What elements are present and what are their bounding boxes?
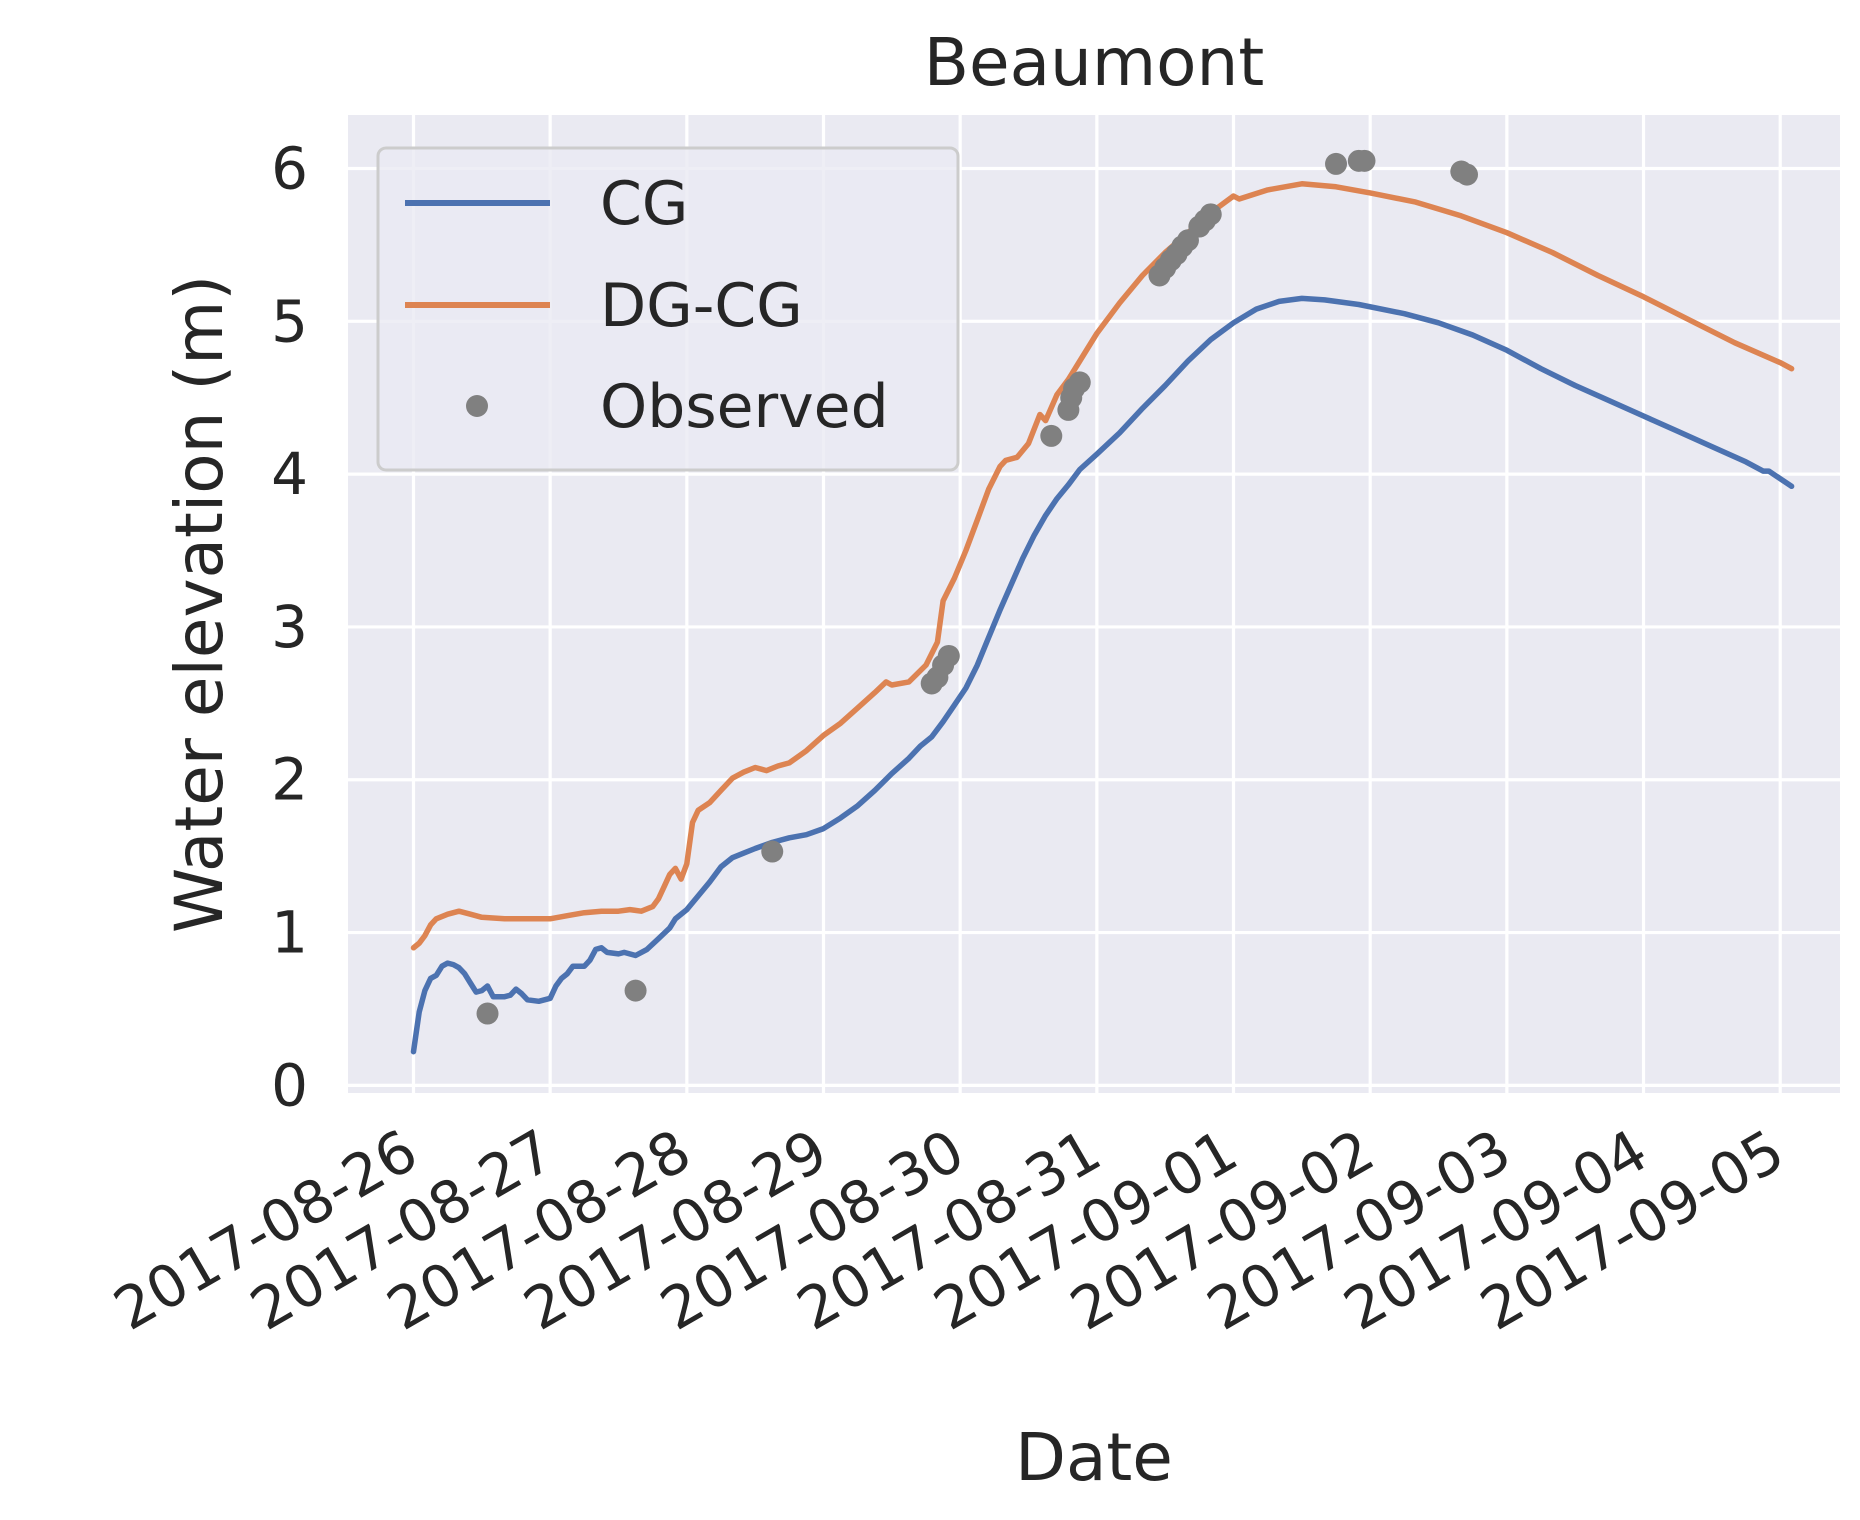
- observed-point: [937, 644, 960, 667]
- legend-label: CG: [600, 169, 688, 239]
- chart-title: Beaumont: [924, 24, 1265, 101]
- legend-swatch-marker: [466, 395, 488, 417]
- observed-point: [1456, 163, 1478, 186]
- legend-frame: [376, 146, 960, 472]
- observed-point: [1068, 371, 1091, 394]
- y-tick-label: 6: [271, 134, 308, 202]
- observed-point: [624, 979, 647, 1002]
- observed-point: [476, 1002, 499, 1025]
- x-axis-ticks: 2017-08-262017-08-272017-08-282017-08-29…: [103, 1116, 1796, 1343]
- observed-point: [1353, 149, 1376, 172]
- y-tick-label: 5: [271, 287, 308, 355]
- y-tick-label: 4: [271, 440, 308, 508]
- legend-label: Observed: [600, 372, 889, 442]
- y-axis-ticks: 0 1 2 3 4 5 6: [271, 134, 308, 1119]
- series-line-cg: [410, 295, 1795, 1055]
- legend: CG DG-CG Observed: [376, 146, 960, 472]
- y-tick-label: 0: [271, 1051, 308, 1119]
- series-line-dg-cg: [410, 181, 1795, 951]
- observed-point: [1325, 152, 1348, 175]
- observed-point: [1040, 424, 1063, 447]
- y-axis-title: Water elevation (m): [161, 275, 238, 933]
- observed-point: [1199, 203, 1222, 226]
- series-layer: [410, 149, 1795, 1055]
- y-tick-label: 3: [271, 593, 308, 661]
- y-tick-label: 1: [271, 899, 308, 967]
- y-tick-label: 2: [271, 746, 308, 814]
- observed-point: [761, 840, 784, 863]
- x-axis-title: Date: [1015, 1419, 1173, 1496]
- legend-label: DG-CG: [600, 271, 803, 341]
